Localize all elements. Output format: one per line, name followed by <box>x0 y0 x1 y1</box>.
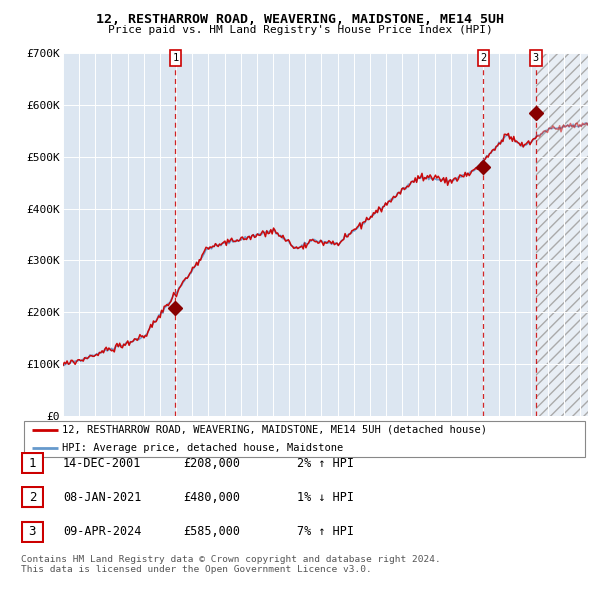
Text: £208,000: £208,000 <box>183 457 240 470</box>
Text: 14-DEC-2001: 14-DEC-2001 <box>63 457 142 470</box>
FancyBboxPatch shape <box>24 421 585 457</box>
Text: 1: 1 <box>172 53 179 63</box>
Text: 09-APR-2024: 09-APR-2024 <box>63 525 142 538</box>
Text: £480,000: £480,000 <box>183 491 240 504</box>
Text: 7% ↑ HPI: 7% ↑ HPI <box>297 525 354 538</box>
Text: 2: 2 <box>480 53 487 63</box>
Text: Price paid vs. HM Land Registry's House Price Index (HPI): Price paid vs. HM Land Registry's House … <box>107 25 493 35</box>
Text: 3: 3 <box>29 525 36 538</box>
FancyBboxPatch shape <box>22 487 43 507</box>
FancyBboxPatch shape <box>22 453 43 473</box>
Text: 08-JAN-2021: 08-JAN-2021 <box>63 491 142 504</box>
Text: 1: 1 <box>29 457 36 470</box>
Text: 2: 2 <box>29 491 36 504</box>
Text: 1% ↓ HPI: 1% ↓ HPI <box>297 491 354 504</box>
Text: 12, RESTHARROW ROAD, WEAVERING, MAIDSTONE, ME14 5UH: 12, RESTHARROW ROAD, WEAVERING, MAIDSTON… <box>96 13 504 26</box>
Bar <box>536 53 588 416</box>
Text: £585,000: £585,000 <box>183 525 240 538</box>
Text: 3: 3 <box>533 53 539 63</box>
Text: 2% ↑ HPI: 2% ↑ HPI <box>297 457 354 470</box>
Bar <box>536 53 588 416</box>
Text: Contains HM Land Registry data © Crown copyright and database right 2024.: Contains HM Land Registry data © Crown c… <box>21 555 441 563</box>
Text: 12, RESTHARROW ROAD, WEAVERING, MAIDSTONE, ME14 5UH (detached house): 12, RESTHARROW ROAD, WEAVERING, MAIDSTON… <box>62 425 487 435</box>
FancyBboxPatch shape <box>22 522 43 542</box>
Text: HPI: Average price, detached house, Maidstone: HPI: Average price, detached house, Maid… <box>62 443 343 453</box>
Text: This data is licensed under the Open Government Licence v3.0.: This data is licensed under the Open Gov… <box>21 565 372 574</box>
